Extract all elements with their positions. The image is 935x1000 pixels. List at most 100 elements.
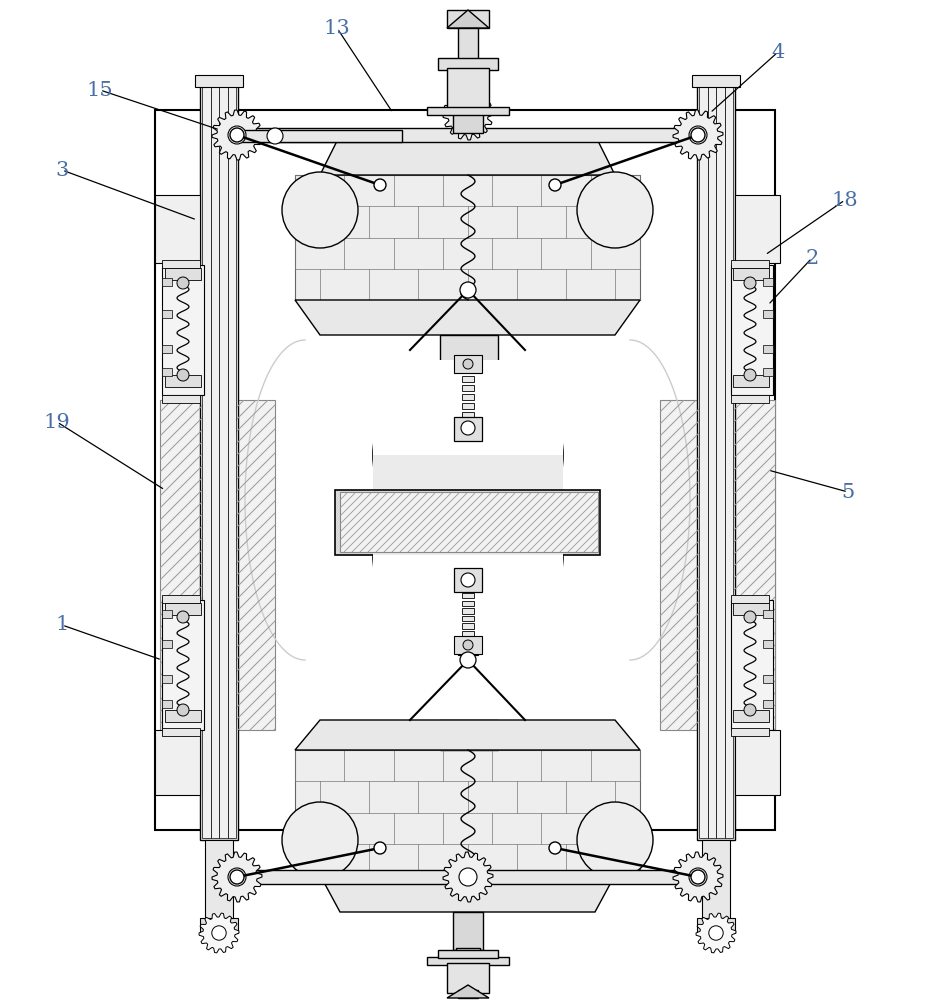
Bar: [725, 82, 733, 838]
Polygon shape: [199, 913, 239, 953]
Bar: [165, 268, 201, 280]
Bar: [295, 175, 640, 300]
Bar: [373, 510, 563, 595]
Bar: [458, 990, 478, 998]
Circle shape: [463, 640, 473, 650]
Bar: [165, 603, 201, 615]
Bar: [763, 675, 773, 683]
Bar: [763, 310, 773, 318]
Bar: [447, 963, 489, 993]
Bar: [697, 918, 735, 933]
Bar: [763, 278, 773, 286]
Bar: [427, 107, 509, 115]
Bar: [733, 375, 769, 387]
Polygon shape: [443, 90, 493, 140]
Bar: [162, 278, 172, 286]
Bar: [462, 593, 474, 598]
Bar: [699, 82, 708, 838]
Text: 1: 1: [55, 615, 68, 635]
Text: 5: 5: [842, 483, 855, 502]
Bar: [155, 195, 200, 263]
Polygon shape: [673, 110, 723, 160]
Bar: [210, 82, 219, 838]
Circle shape: [373, 460, 563, 650]
Bar: [456, 88, 480, 98]
Circle shape: [463, 359, 473, 369]
Bar: [733, 603, 769, 615]
Bar: [195, 75, 243, 87]
Bar: [462, 376, 474, 382]
Bar: [202, 82, 210, 838]
Bar: [162, 640, 172, 648]
Bar: [462, 608, 474, 614]
Circle shape: [689, 126, 707, 144]
Circle shape: [177, 704, 189, 716]
Circle shape: [461, 573, 475, 587]
Bar: [462, 631, 474, 636]
Bar: [462, 623, 474, 629]
Bar: [340, 492, 598, 552]
Bar: [162, 595, 200, 603]
Bar: [438, 950, 498, 958]
Bar: [763, 345, 773, 353]
Bar: [162, 310, 172, 318]
Bar: [697, 80, 735, 840]
Bar: [227, 82, 236, 838]
Text: 3: 3: [55, 160, 68, 180]
Circle shape: [744, 611, 756, 623]
Circle shape: [689, 868, 707, 886]
Bar: [731, 600, 773, 730]
Polygon shape: [212, 110, 262, 160]
Polygon shape: [212, 852, 262, 902]
Text: 13: 13: [324, 18, 351, 37]
Bar: [462, 412, 474, 419]
Bar: [454, 417, 482, 441]
Bar: [373, 360, 563, 455]
Bar: [162, 345, 172, 353]
Bar: [733, 710, 769, 722]
Circle shape: [744, 369, 756, 381]
Bar: [731, 395, 769, 403]
Bar: [454, 568, 482, 592]
Bar: [160, 400, 275, 730]
Bar: [200, 918, 238, 933]
Circle shape: [228, 868, 246, 886]
Circle shape: [549, 842, 561, 854]
Circle shape: [177, 369, 189, 381]
Bar: [447, 68, 489, 110]
Bar: [462, 616, 474, 621]
Bar: [440, 720, 498, 750]
Bar: [462, 385, 474, 391]
Polygon shape: [447, 985, 489, 998]
Bar: [462, 366, 474, 373]
Circle shape: [228, 126, 246, 144]
Circle shape: [282, 802, 358, 878]
Bar: [453, 95, 483, 133]
Bar: [162, 368, 172, 376]
Bar: [447, 10, 489, 28]
Bar: [155, 110, 775, 830]
Bar: [373, 415, 563, 500]
Text: 15: 15: [87, 81, 113, 100]
Text: 2: 2: [805, 248, 819, 267]
Polygon shape: [447, 10, 489, 28]
Polygon shape: [295, 300, 640, 335]
Circle shape: [744, 277, 756, 289]
Bar: [731, 595, 769, 603]
Bar: [660, 400, 775, 730]
Circle shape: [177, 611, 189, 623]
Circle shape: [691, 870, 705, 884]
Bar: [295, 750, 640, 875]
Circle shape: [212, 926, 226, 940]
Bar: [453, 912, 483, 950]
Bar: [162, 728, 200, 736]
Bar: [735, 195, 780, 263]
Bar: [160, 400, 275, 730]
Bar: [162, 610, 172, 618]
Bar: [162, 265, 204, 395]
Bar: [162, 600, 204, 730]
Bar: [763, 610, 773, 618]
Bar: [438, 58, 498, 70]
Bar: [731, 260, 769, 268]
Circle shape: [267, 128, 283, 144]
